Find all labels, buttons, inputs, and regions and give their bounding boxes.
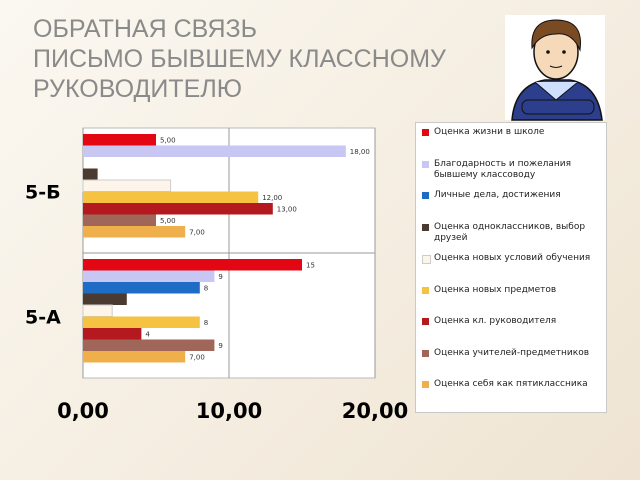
bar xyxy=(83,226,186,238)
legend-item: Оценка новых предметов xyxy=(422,285,602,317)
legend-item: Оценка учителей-предметников xyxy=(422,348,602,380)
bar xyxy=(83,328,142,340)
legend-item: Оценка одноклассников, выбор друзей xyxy=(422,222,602,254)
value-label: 5,00 xyxy=(160,136,176,144)
x-tick-label: 0,00 xyxy=(57,399,109,423)
bar xyxy=(83,214,156,226)
bar xyxy=(83,259,302,271)
bar xyxy=(83,168,98,180)
bar xyxy=(83,293,127,305)
value-label: 8 xyxy=(204,319,208,327)
legend-swatch xyxy=(422,286,429,294)
title-line: ПИСЬМО БЫВШЕМУ КЛАССНОМУ xyxy=(33,45,446,73)
bar xyxy=(83,134,156,146)
bar xyxy=(83,351,186,363)
legend-item: Оценка кл. руководителя xyxy=(422,316,602,348)
legend-item: Оценка себя как пятиклассника xyxy=(422,379,602,411)
bar xyxy=(83,203,273,215)
legend-swatch xyxy=(422,160,429,168)
y-tick-label: 5-А xyxy=(25,307,61,329)
value-label: 12,00 xyxy=(262,194,282,202)
legend-swatch xyxy=(422,129,429,136)
x-tick-label: 20,00 xyxy=(342,399,408,423)
value-label: 9 xyxy=(218,342,222,350)
value-label: 15 xyxy=(306,261,315,269)
value-label: 18,00 xyxy=(350,148,370,156)
boy-illustration xyxy=(505,15,605,121)
value-label: 7,00 xyxy=(189,353,205,361)
value-label: 9 xyxy=(218,273,222,281)
bar xyxy=(83,191,259,203)
bar xyxy=(83,282,200,294)
legend-swatch xyxy=(422,318,429,325)
slide-title: ОБРАТНАЯ СВЯЗЬ ПИСЬМО БЫВШЕМУ КЛАССНОМУ … xyxy=(33,14,446,104)
value-label: 5,00 xyxy=(160,217,176,225)
legend-label: Благодарность и пожелания бывшему классо… xyxy=(434,158,572,180)
value-label: 13,00 xyxy=(277,205,297,213)
x-tick-label: 10,00 xyxy=(196,399,262,423)
title-line: ОБРАТНАЯ СВЯЗЬ xyxy=(33,15,258,43)
bar xyxy=(83,145,346,157)
bar xyxy=(82,304,113,317)
legend-label: Оценка себя как пятиклассника xyxy=(434,379,588,389)
title-line: РУКОВОДИТЕЛЮ xyxy=(33,75,242,103)
legend-label: Оценка новых условий обучения xyxy=(434,253,591,263)
legend-label: Оценка кл. руководителя xyxy=(434,316,557,326)
legend-label: Оценка жизни в школе xyxy=(434,127,545,137)
legend-swatch xyxy=(422,255,431,264)
bar xyxy=(83,339,215,351)
bar xyxy=(82,179,172,192)
legend-swatch xyxy=(422,381,429,388)
legend-item: Оценка новых условий обучения xyxy=(422,253,602,285)
bar xyxy=(83,270,215,282)
value-label: 8 xyxy=(204,284,208,292)
legend-label: Оценка новых предметов xyxy=(434,284,557,295)
legend-label: Оценка одноклассников, выбор друзей xyxy=(434,221,586,243)
legend-item: Оценка жизни в школе xyxy=(422,127,602,159)
legend-label: Личные дела, достижения xyxy=(434,190,561,200)
legend-swatch xyxy=(422,349,429,357)
value-label: 7,00 xyxy=(189,228,205,236)
y-tick-label: 5-Б xyxy=(25,182,61,204)
legend-item: Личные дела, достижения xyxy=(422,190,602,222)
legend-swatch xyxy=(422,192,429,199)
value-label: 4 xyxy=(145,330,150,338)
legend-swatch xyxy=(422,223,429,231)
bar xyxy=(83,316,200,328)
legend-item: Благодарность и пожелания бывшему классо… xyxy=(422,159,602,191)
legend-label: Оценка учителей-предметников xyxy=(434,347,590,358)
legend: Оценка жизни в школе Благодарность и поже… xyxy=(415,122,607,413)
